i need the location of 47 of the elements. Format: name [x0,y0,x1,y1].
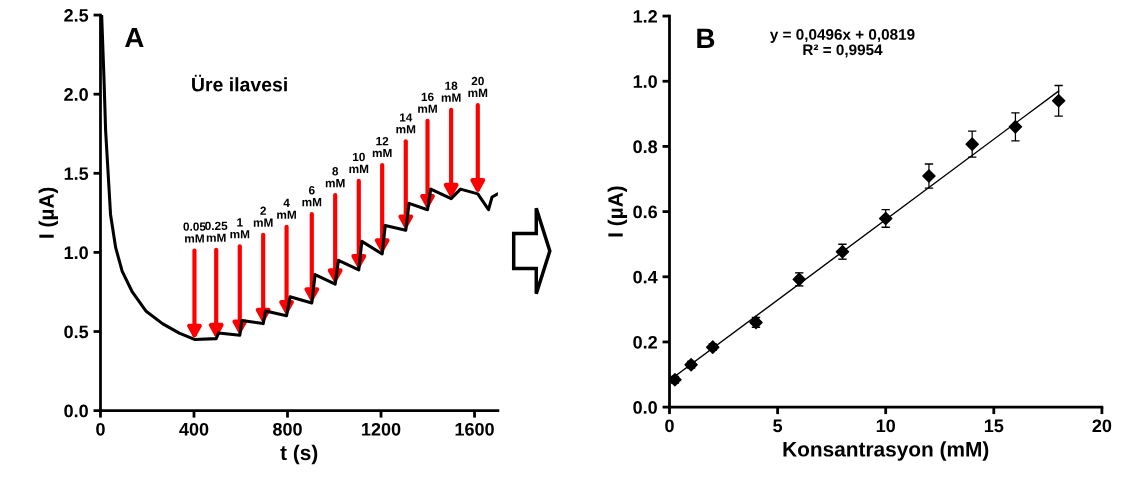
annotation: 20 mM [468,76,488,97]
y-tick-label: 0.8 [633,140,658,154]
y-tick-label: 1.2 [633,10,657,23]
y-tick-label: 0.2 [633,335,657,349]
y-tick-label: 1.5 [64,167,89,181]
point [965,137,979,151]
y-tick-label: 1.0 [64,246,88,260]
point [922,169,936,183]
x-tick-label: 15 [984,419,1004,433]
y-tick-label: 2.5 [64,8,89,22]
annotation: Üre ilavesi [192,74,287,92]
x-tick-label: 5 [773,419,783,433]
y-tick-label: 2.0 [64,88,88,101]
annotation: 14 mM [396,113,416,134]
annotation: 2 mM [253,206,273,227]
chart-title: A [125,27,144,48]
x-axis-title: Konsantrasyon (mM) [783,441,989,461]
y-axis-title: I (µA) [607,186,628,237]
annotation: 8 mM [325,167,345,188]
annotation: 10 mM [349,152,369,173]
annotation: 12 mM [372,136,392,158]
annotation: 0.25 mM [205,221,228,242]
y-tick-label: 0.6 [633,205,658,219]
y-axis-title: I (µA) [38,187,59,238]
x-tick-label: 400 [179,422,209,436]
annotation: 6 mM [302,186,322,207]
annotation: 0.05 mM [183,222,206,243]
x-tick-label: 0 [665,419,674,433]
y-tick-label: 0.5 [64,325,89,339]
annotation: 16 mM [418,92,437,113]
x-tick-label: 20 [1092,419,1112,433]
point [1051,94,1066,108]
annotation: y = 0,0496x + 0,0819 R² = 0,9954 [769,29,915,58]
y-tick-label: 1.0 [633,75,657,88]
annotation: 18 mM [441,81,461,102]
chart-title: B [697,28,715,48]
x-tick-label: 0 [96,422,105,436]
y-tick-label: 0.0 [64,404,88,418]
y-tick-label: 0.0 [633,401,657,414]
annotation: 1 mM [230,218,250,239]
x-tick-label: 10 [876,419,895,433]
x-axis-title: t (s) [280,444,318,465]
annotation: 4 mM [277,198,296,219]
y-tick-label: 0.4 [633,270,658,284]
x-tick-label: 1600 [455,422,494,436]
x-tick-label: 1200 [362,422,401,436]
x-tick-label: 800 [273,422,302,436]
